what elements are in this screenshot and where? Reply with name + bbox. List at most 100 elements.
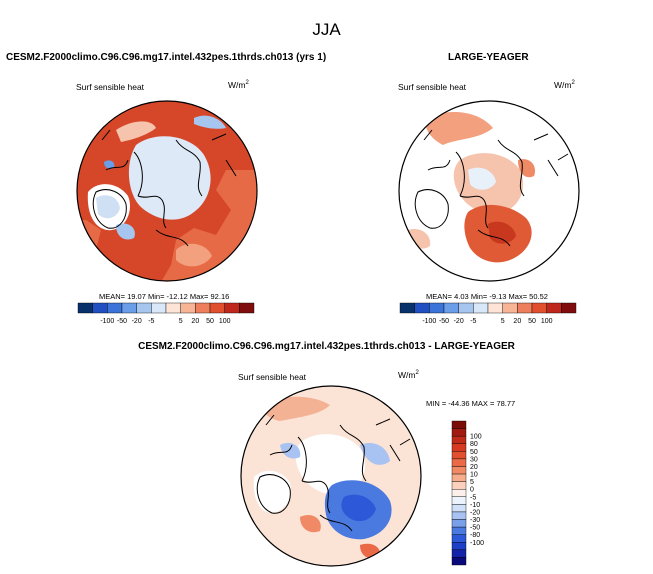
panel-1-polar-map bbox=[76, 100, 258, 282]
panel-1-colorbar-tick-label: 100 bbox=[219, 318, 231, 325]
panel-3-greenland-region bbox=[253, 470, 292, 513]
panel-3-colorbar-swatch bbox=[451, 504, 467, 513]
figure-title: JJA bbox=[312, 20, 341, 39]
panel-3-colorbar-tick-label: -80 bbox=[470, 532, 480, 539]
panel-1-greenland-interior bbox=[96, 195, 120, 219]
panel-2-colorbar-swatch bbox=[502, 302, 518, 314]
panel-2-colorbar-swatch bbox=[517, 302, 533, 314]
panel-2-colorbar-swatch bbox=[399, 302, 415, 314]
panel-3-stats: MIN = -44.36 MAX = 78.77 bbox=[426, 399, 516, 408]
panel-3-colorbar-tick-label: 80 bbox=[470, 441, 478, 448]
panel-3-title: CESM2.F2000climo.C96.C96.mg17.intel.432p… bbox=[138, 341, 515, 352]
panel-3-variable-label: Surf sensible heat bbox=[238, 372, 307, 382]
panel-3-colorbar-swatch bbox=[451, 542, 467, 551]
panel-1-colorbar-tick-label: -50 bbox=[117, 318, 127, 325]
panel-3-colorbar-swatch bbox=[451, 451, 467, 460]
panel-1-colorbar-swatch bbox=[121, 302, 137, 314]
panel-3-cool-region-b bbox=[360, 442, 390, 465]
panel-2-colorbar-swatch bbox=[531, 302, 547, 314]
panel-1-map-border bbox=[76, 100, 258, 282]
panel-2-map-border bbox=[398, 100, 580, 282]
panel-2-units-label: W/m2 bbox=[554, 80, 575, 90]
panel-2-siberia-core bbox=[488, 221, 516, 244]
panel-3-colorbar-swatch bbox=[451, 526, 467, 535]
panel-1-coastlines bbox=[101, 129, 237, 247]
panel-2-colorbar-tick-label: 5 bbox=[501, 318, 505, 325]
panel-1-cool-patch-c bbox=[116, 223, 135, 240]
panel-1-colorbar-tick-label: 20 bbox=[191, 318, 199, 325]
panel-1-colorbar-tick-label: -20 bbox=[132, 318, 142, 325]
panel-1-colorbar-tick-label: -5 bbox=[148, 318, 154, 325]
panel-1-pale-region-a bbox=[116, 121, 156, 142]
panel-2-title: LARGE-YEAGER bbox=[448, 52, 529, 63]
panel-3-colorbar-swatch bbox=[451, 557, 467, 566]
panel-3-colorbar-tick-label: 20 bbox=[470, 464, 478, 471]
panel-1-colorbar-swatch bbox=[195, 302, 211, 314]
panel-2-colorbar-tick-label: -50 bbox=[439, 318, 449, 325]
panel-3-greenland-coast bbox=[256, 474, 291, 514]
panel-3-colorbar-tick-label: -20 bbox=[470, 509, 480, 516]
panel-1-colorbar-tick-label: 50 bbox=[206, 318, 214, 325]
panel-3-siberia-cool-core bbox=[341, 494, 376, 522]
panel-3-colorbar-swatch bbox=[451, 473, 467, 482]
panel-2-colorbar: -100 -50 -20 -5 5 20 50 100 bbox=[399, 302, 577, 325]
panel-3-colorbar-tick-label: 5 bbox=[470, 479, 474, 486]
panel-2-variable-label: Surf sensible heat bbox=[398, 82, 467, 92]
panel-2-colorbar-tick-label: -20 bbox=[454, 318, 464, 325]
panel-2-colorbar-swatch bbox=[561, 302, 577, 314]
panel-3-coastlines bbox=[265, 414, 411, 532]
panel-1-stats: MEAN= 19.07 Min= -12.12 Max= 92.16 bbox=[99, 292, 230, 301]
panel-2-greenland-region bbox=[411, 185, 450, 228]
panel-3-polar-map bbox=[240, 385, 422, 567]
panel-2-greenland-coast bbox=[414, 189, 449, 229]
panel-3-map-border bbox=[240, 385, 422, 567]
panel-3-colorbar-tick-label: 50 bbox=[470, 449, 478, 456]
panel-3-colorbar-swatch bbox=[451, 435, 467, 444]
panel-3-colorbar-tick-label: -30 bbox=[470, 517, 480, 524]
panel-3-colorbar-swatch bbox=[451, 458, 467, 467]
panel-3-colorbar-swatch bbox=[451, 428, 467, 437]
panel-2-colorbar-swatch bbox=[429, 302, 445, 314]
panel-3-cool-region-c bbox=[280, 442, 301, 459]
panel-1-cool-patch-b bbox=[104, 160, 115, 169]
panel-3-colorbar-swatch bbox=[451, 420, 467, 429]
panel-3-colorbar-tick-label: 10 bbox=[470, 472, 478, 479]
panel-1-colorbar-swatch bbox=[165, 302, 181, 314]
panel-1-colorbar: -100 -50 -20 -5 5 20 50 100 bbox=[77, 302, 255, 325]
panel-3-colorbar-swatch bbox=[451, 519, 467, 528]
panel-3-colorbar-tick-label: -5 bbox=[470, 494, 476, 501]
panel-1-greenland-coast bbox=[92, 189, 127, 229]
panel-1-colorbar-swatch bbox=[92, 302, 108, 314]
panel-2-colorbar-swatch bbox=[458, 302, 474, 314]
panel-1-title: CESM2.F2000climo.C96.C96.mg17.intel.432p… bbox=[6, 52, 327, 63]
panel-3-colorbar-swatch bbox=[451, 466, 467, 475]
panel-3-warm-region-b bbox=[300, 514, 321, 533]
panel-1-cool-patch-a bbox=[194, 115, 226, 129]
panel-2-colorbar-tick-label: 50 bbox=[528, 318, 536, 325]
panel-3-colorbar-swatch bbox=[451, 511, 467, 520]
panel-1-colorbar-swatch bbox=[136, 302, 152, 314]
panel-2-polar-map bbox=[398, 100, 580, 282]
panel-1-colorbar-swatch bbox=[77, 302, 93, 314]
panel-2-colorbar-swatch bbox=[487, 302, 503, 314]
panel-3-colorbar-tick-label: -50 bbox=[470, 525, 480, 532]
panel-3-colorbar-tick-label: 100 bbox=[470, 434, 482, 441]
panel-1-colorbar-swatch bbox=[209, 302, 225, 314]
panel-3-colorbar-tick-label: 30 bbox=[470, 456, 478, 463]
panel-1-colorbar-swatch bbox=[224, 302, 240, 314]
panel-1-colorbar-swatch bbox=[107, 302, 123, 314]
panel-1-units-label: W/m2 bbox=[228, 80, 249, 90]
panel-1-colorbar-swatch bbox=[180, 302, 196, 314]
panel-2-central-cool-region bbox=[468, 167, 496, 190]
panel-3-colorbar-tick-label: -10 bbox=[470, 502, 480, 509]
panel-3-colorbar-swatch bbox=[451, 534, 467, 543]
panel-1-colorbar-tick-label: -100 bbox=[100, 318, 114, 325]
panel-2-colorbar-tick-label: -5 bbox=[470, 318, 476, 325]
panel-2-colorbar-swatch bbox=[546, 302, 562, 314]
panel-1-colorbar-swatch bbox=[151, 302, 167, 314]
panel-2-colorbar-tick-label: 100 bbox=[541, 318, 553, 325]
panel-3-arctic-ocean-region bbox=[295, 434, 366, 495]
panel-3-colorbar-swatch bbox=[451, 549, 467, 558]
panel-3-colorbar-swatch bbox=[451, 481, 467, 490]
